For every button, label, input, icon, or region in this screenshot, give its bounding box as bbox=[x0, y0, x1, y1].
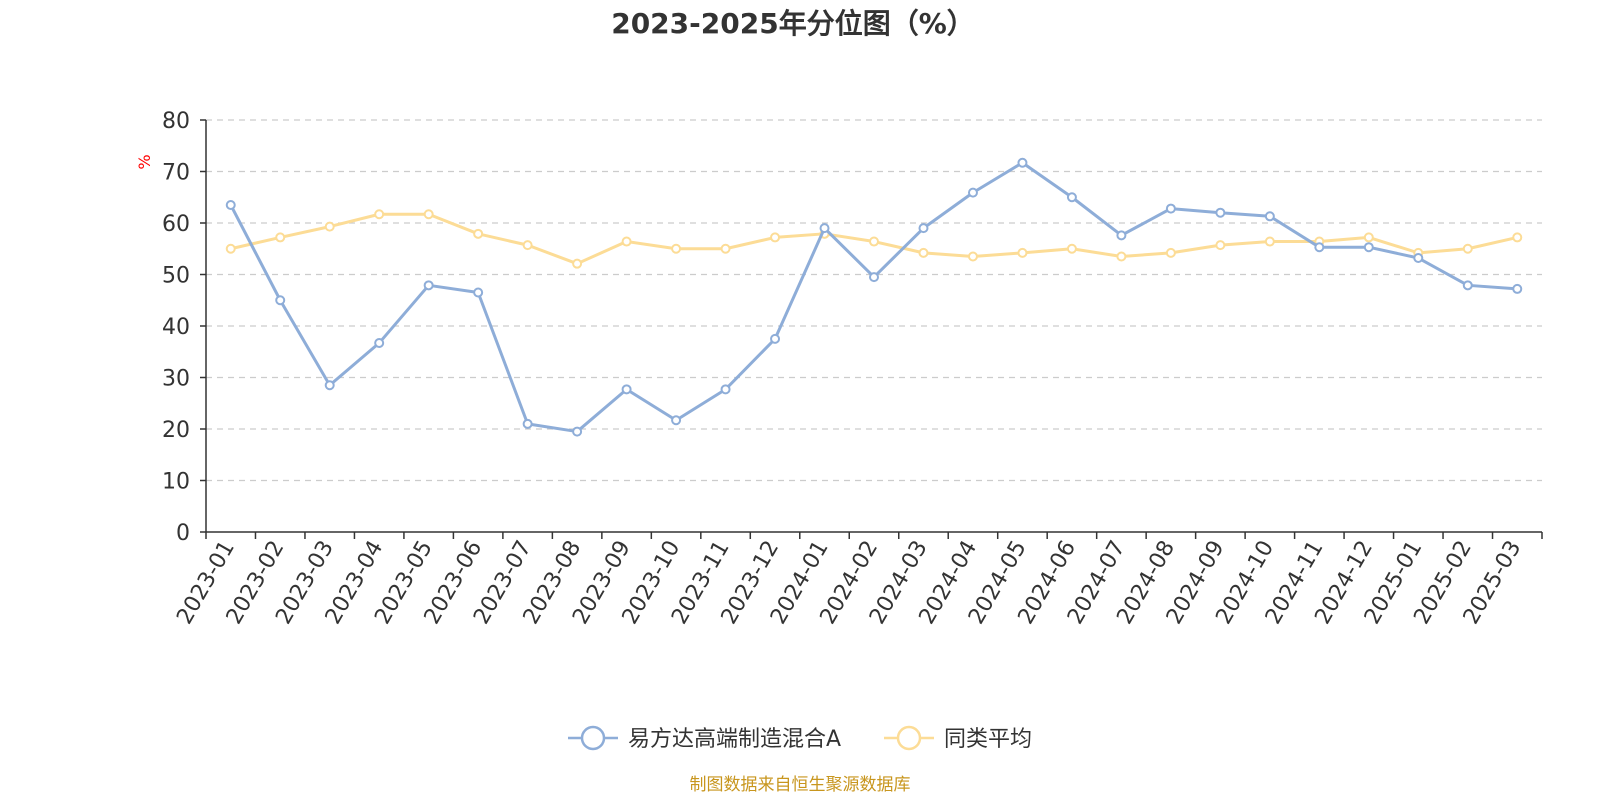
data-point[interactable] bbox=[869, 272, 879, 283]
series-layer bbox=[225, 157, 1523, 437]
data-point[interactable] bbox=[225, 243, 236, 254]
series-0 bbox=[225, 157, 1523, 437]
data-point[interactable] bbox=[522, 418, 533, 429]
data-point[interactable] bbox=[423, 280, 434, 291]
data-point[interactable] bbox=[572, 426, 583, 437]
axes-layer: 01020304050607080%2023-012023-022023-032… bbox=[135, 109, 1543, 629]
data-point[interactable] bbox=[374, 209, 385, 220]
data-point[interactable] bbox=[1462, 280, 1473, 291]
y-tick-label: 40 bbox=[162, 315, 190, 340]
data-point[interactable] bbox=[1017, 157, 1028, 168]
y-tick-label: 20 bbox=[162, 418, 190, 443]
data-point[interactable] bbox=[1363, 232, 1374, 243]
legend-item[interactable]: 易方达高端制造混合A bbox=[568, 725, 841, 752]
grid-layer bbox=[206, 119, 1542, 482]
data-point[interactable] bbox=[423, 209, 434, 220]
data-point[interactable] bbox=[275, 295, 286, 306]
y-tick-label: 10 bbox=[162, 470, 190, 495]
data-point[interactable] bbox=[473, 287, 484, 298]
data-point[interactable] bbox=[473, 228, 484, 239]
data-point[interactable] bbox=[1512, 232, 1523, 243]
chart-title: 2023-2025年分位图（%） bbox=[611, 7, 975, 40]
data-point[interactable] bbox=[621, 236, 632, 247]
data-point[interactable] bbox=[720, 243, 731, 254]
data-point[interactable] bbox=[918, 247, 929, 258]
data-point[interactable] bbox=[1363, 242, 1374, 253]
data-point[interactable] bbox=[522, 240, 533, 251]
data-point[interactable] bbox=[1264, 211, 1275, 222]
data-point[interactable] bbox=[1066, 192, 1077, 203]
data-point[interactable] bbox=[225, 199, 236, 210]
y-tick-label: 30 bbox=[162, 367, 190, 392]
data-point[interactable] bbox=[621, 384, 632, 395]
legend-marker-icon bbox=[896, 725, 922, 751]
data-point[interactable] bbox=[671, 243, 682, 254]
legend-item[interactable]: 同类平均 bbox=[884, 725, 1032, 752]
data-point[interactable] bbox=[1413, 253, 1424, 264]
data-point[interactable] bbox=[770, 232, 781, 243]
data-point[interactable] bbox=[275, 232, 286, 243]
legend-label: 易方达高端制造混合A bbox=[628, 727, 841, 752]
y-tick-label: 0 bbox=[176, 521, 190, 546]
data-point[interactable] bbox=[1215, 207, 1226, 218]
data-point[interactable] bbox=[967, 251, 978, 262]
data-point[interactable] bbox=[1116, 251, 1127, 262]
data-point[interactable] bbox=[1264, 236, 1275, 247]
data-point[interactable] bbox=[720, 384, 731, 395]
series-line bbox=[229, 161, 1519, 434]
data-point[interactable] bbox=[1215, 240, 1226, 251]
data-point[interactable] bbox=[1462, 243, 1473, 254]
y-tick-label: 80 bbox=[162, 109, 190, 134]
data-point[interactable] bbox=[819, 223, 830, 234]
data-point[interactable] bbox=[1116, 230, 1127, 241]
data-point[interactable] bbox=[967, 187, 978, 198]
data-point[interactable] bbox=[1165, 203, 1176, 214]
data-point[interactable] bbox=[374, 337, 385, 348]
data-point[interactable] bbox=[869, 236, 879, 247]
data-point[interactable] bbox=[671, 415, 682, 426]
y-tick-label: 70 bbox=[162, 161, 190, 186]
y-axis-label: % bbox=[135, 154, 154, 169]
data-point[interactable] bbox=[1165, 247, 1176, 258]
data-point[interactable] bbox=[324, 221, 335, 232]
data-point[interactable] bbox=[324, 380, 335, 391]
legend-label: 同类平均 bbox=[944, 727, 1032, 752]
legend-marker-icon bbox=[580, 725, 606, 751]
data-point[interactable] bbox=[1017, 247, 1028, 258]
y-tick-label: 60 bbox=[162, 212, 190, 237]
data-source-note: 制图数据来自恒生聚源数据库 bbox=[690, 775, 911, 795]
data-point[interactable] bbox=[918, 223, 929, 234]
data-point[interactable] bbox=[1314, 242, 1325, 253]
data-point[interactable] bbox=[770, 333, 781, 344]
data-point[interactable] bbox=[1512, 283, 1523, 294]
legend: 易方达高端制造混合A 同类平均 bbox=[568, 725, 1032, 752]
y-tick-label: 50 bbox=[162, 264, 190, 289]
data-point[interactable] bbox=[572, 258, 583, 269]
series-1 bbox=[225, 209, 1523, 269]
data-point[interactable] bbox=[1066, 243, 1077, 254]
